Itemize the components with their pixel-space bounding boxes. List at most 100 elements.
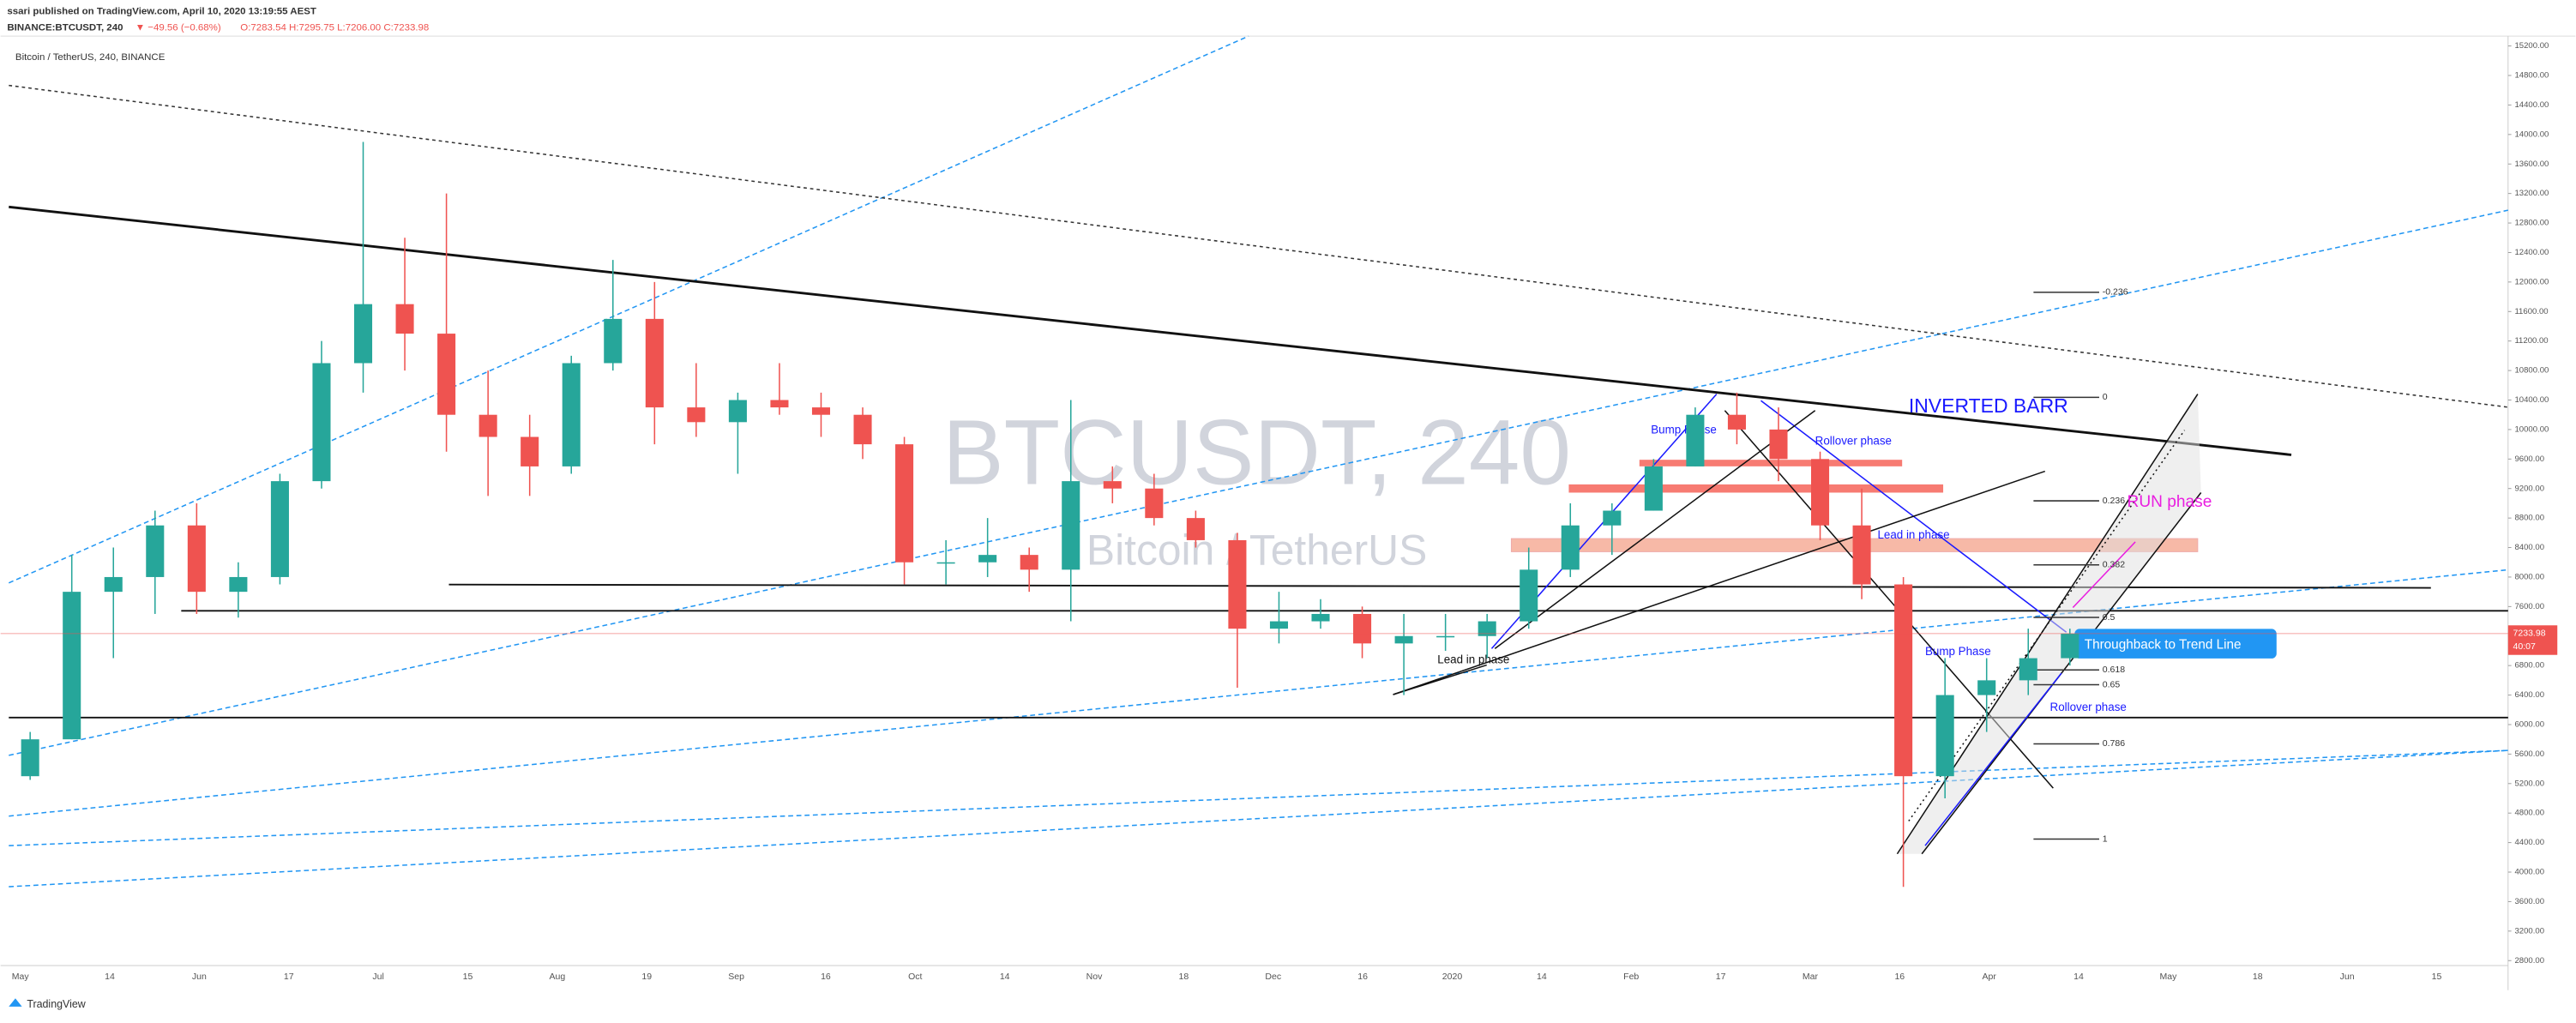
fib-label: 0.382 <box>2103 560 2125 570</box>
x-tick-label: 14 <box>1537 972 1547 982</box>
candle-body <box>1977 680 1996 695</box>
candle-body <box>437 334 456 415</box>
fib-label: 1 <box>2103 833 2108 844</box>
x-tick-label: Nov <box>1086 972 1103 982</box>
x-tick-label: 15 <box>2432 972 2442 982</box>
x-tick-label: Dec <box>1265 972 1281 982</box>
watermark: BTCUSDT, 240 <box>942 401 1571 504</box>
last-price: 7233.98 <box>2513 629 2546 639</box>
candle-body <box>1394 635 1413 644</box>
y-tick-label: 8400.00 <box>2514 543 2544 552</box>
candle-body <box>146 525 165 577</box>
x-tick-label: Jun <box>192 972 207 982</box>
y-tick-label: 8000.00 <box>2514 572 2544 581</box>
y-tick-label: 6000.00 <box>2514 720 2544 730</box>
candle-body <box>1935 695 1954 777</box>
fib-label: 0 <box>2103 392 2108 402</box>
candle-body <box>1811 459 1830 526</box>
annotation: Bump Phase <box>1651 423 1717 436</box>
change: ▼ −49.56 (−0.68%) <box>135 23 221 33</box>
candle-body <box>1520 569 1538 622</box>
y-tick-label: 3600.00 <box>2514 897 2544 906</box>
trend-line <box>9 205 2292 456</box>
candle-body <box>312 363 331 482</box>
candle-body <box>1062 481 1080 570</box>
candle-body <box>1436 635 1455 638</box>
y-tick-label: 5200.00 <box>2514 779 2544 788</box>
annotation: INVERTED BARR <box>1909 394 2068 417</box>
candle-body <box>604 318 623 364</box>
candle-body <box>645 318 664 408</box>
candles <box>21 141 2079 888</box>
x-tick-label: 16 <box>1894 972 1905 982</box>
chart-title: Bitcoin / TetherUS, 240, BINANCE <box>15 52 166 63</box>
x-tick-label: Sep <box>728 972 744 982</box>
candle-body <box>1644 466 1663 511</box>
trend-line <box>9 749 2508 888</box>
y-tick-label: 12800.00 <box>2514 219 2549 228</box>
candle-body <box>1894 584 1913 777</box>
fib-label: 0.5 <box>2103 612 2116 623</box>
x-tick-label: 14 <box>105 972 115 982</box>
candle-body <box>1228 539 1247 629</box>
candle-body <box>1269 621 1288 629</box>
x-tick-label: Aug <box>549 972 565 982</box>
candle-body <box>1852 525 1871 585</box>
candle-body <box>1020 555 1038 570</box>
candle-body <box>811 407 831 415</box>
y-tick-label: 8800.00 <box>2514 514 2544 523</box>
candle-body <box>187 525 206 593</box>
candle-body <box>1727 414 1746 430</box>
y-tick-label: 10000.00 <box>2514 424 2549 434</box>
x-tick-label: 15 <box>463 972 473 982</box>
candle-body <box>1478 621 1496 636</box>
y-tick-label: 12000.00 <box>2514 277 2549 286</box>
publisher: ssari published on TradingView.com, Apri… <box>7 6 316 16</box>
x-tick-label: 17 <box>284 972 294 982</box>
fib-label: 0.65 <box>2103 679 2121 689</box>
candle-body <box>1145 488 1164 519</box>
candle-body <box>353 304 373 364</box>
y-tick-label: 11200.00 <box>2514 336 2548 346</box>
channel <box>1897 394 2201 854</box>
y-tick-label: 6400.00 <box>2514 690 2544 700</box>
symbol: BINANCE:BTCUSDT, 240 <box>7 23 123 33</box>
x-tick-label: 18 <box>1179 972 1189 982</box>
candle-body <box>1353 613 1372 644</box>
label-box <box>2074 629 2277 659</box>
annotation: Lead in phase <box>1877 528 1949 541</box>
candle-body <box>853 414 872 445</box>
trend-line <box>1494 410 1816 650</box>
y-tick-label: 14000.00 <box>2514 129 2549 139</box>
y-tick-label: 11600.00 <box>2514 307 2548 316</box>
y-tick-label: 10800.00 <box>2514 366 2549 376</box>
x-tick-label: May <box>12 972 30 982</box>
fib-label: 0.618 <box>2103 665 2125 675</box>
arrow <box>1393 664 1487 695</box>
arrow <box>2072 541 2136 609</box>
candle-body <box>936 562 955 564</box>
y-tick-label: 4000.00 <box>2514 868 2544 877</box>
fib-label: 0.236 <box>2103 496 2125 506</box>
y-tick-label: 2800.00 <box>2514 956 2544 966</box>
y-tick-label: 9200.00 <box>2514 484 2544 493</box>
logo <box>9 998 22 1007</box>
x-tick-label: 14 <box>2073 972 2084 982</box>
ohlc: O:7283.54 H:7295.75 L:7206.00 C:7233.98 <box>240 23 429 33</box>
channel-line <box>1908 430 2186 821</box>
x-tick-label: Jun <box>2340 972 2355 982</box>
x-tick-label: 16 <box>1357 972 1368 982</box>
x-tick-label: 2020 <box>1442 972 1463 982</box>
candle-body <box>2061 633 2079 659</box>
candle-body <box>770 400 789 408</box>
trend-line <box>1393 470 2046 695</box>
footer: TradingView <box>27 998 86 1010</box>
candle-body <box>521 436 539 466</box>
y-tick-label: 14800.00 <box>2514 71 2549 81</box>
annotation: Rollover phase <box>1815 435 1892 448</box>
candle-body <box>978 555 997 563</box>
trend-line <box>8 35 1249 584</box>
y-tick-label: 3200.00 <box>2514 926 2544 936</box>
